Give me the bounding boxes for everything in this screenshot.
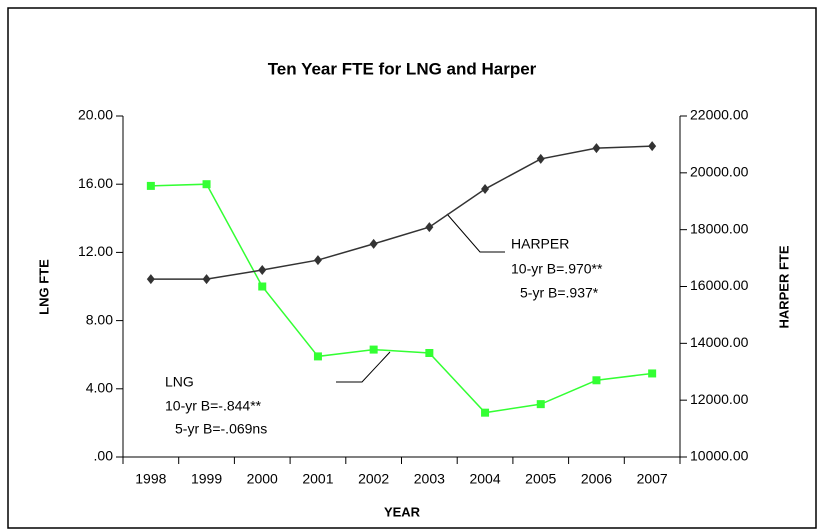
y2-tick-label: 12000.00 <box>690 391 749 407</box>
point <box>536 153 545 164</box>
point <box>313 352 322 361</box>
annotation: 5-yr B=.937* <box>520 285 599 301</box>
point <box>258 282 267 291</box>
point <box>481 184 490 195</box>
leader-line <box>336 351 391 383</box>
series-line <box>150 145 653 280</box>
x-tick-label: 1999 <box>191 471 222 487</box>
x-tick-label: 2000 <box>247 471 278 487</box>
point <box>369 345 378 354</box>
point <box>258 265 267 276</box>
annotation: HARPER <box>511 236 569 252</box>
point <box>592 143 601 154</box>
x-tick-label: 2001 <box>302 471 333 487</box>
y2-tick-label: 22000.00 <box>690 107 749 123</box>
x-tick-label: 2003 <box>414 471 445 487</box>
y2-axis-label: HARPER FTE <box>776 245 791 328</box>
annotation: 5-yr B=-.069ns <box>175 421 267 437</box>
y2-tick-label: 10000.00 <box>690 448 749 464</box>
y-tick-label: 20.00 <box>78 107 113 123</box>
point <box>481 408 490 417</box>
point <box>536 400 545 409</box>
x-axis-label: YEAR <box>384 504 421 519</box>
y-tick-label: 8.00 <box>86 311 113 327</box>
point <box>313 255 322 266</box>
point <box>592 376 601 385</box>
point <box>202 274 211 285</box>
point <box>425 348 434 357</box>
y2-tick-label: 14000.00 <box>690 334 749 350</box>
x-tick-label: 2007 <box>637 471 668 487</box>
y-tick-label: 12.00 <box>78 243 113 259</box>
annotation: LNG <box>165 374 194 390</box>
annotation: 10-yr B=-.844** <box>165 398 262 414</box>
x-tick-label: 2006 <box>581 471 612 487</box>
y2-tick-label: 16000.00 <box>690 277 749 293</box>
y-tick-label: .00 <box>94 448 114 464</box>
point <box>425 222 434 233</box>
annotation: 10-yr B=.970** <box>511 261 603 277</box>
point <box>648 369 657 378</box>
x-tick-label: 1998 <box>135 471 166 487</box>
x-tick-label: 2004 <box>469 471 500 487</box>
y2-tick-label: 20000.00 <box>690 164 749 180</box>
y-tick-label: 4.00 <box>86 380 113 396</box>
point <box>146 181 155 190</box>
leader-line <box>446 213 505 253</box>
x-tick-label: 2005 <box>525 471 556 487</box>
chart-title: Ten Year FTE for LNG and Harper <box>268 59 537 78</box>
point <box>202 180 211 189</box>
y-tick-label: 16.00 <box>78 175 113 191</box>
point <box>648 141 657 152</box>
point <box>146 274 155 285</box>
chart-frame <box>7 7 817 529</box>
x-tick-label: 2002 <box>358 471 389 487</box>
y2-tick-label: 18000.00 <box>690 220 749 236</box>
series-line <box>150 183 653 414</box>
point <box>369 238 378 249</box>
y-axis-label: LNG FTE <box>36 259 51 315</box>
